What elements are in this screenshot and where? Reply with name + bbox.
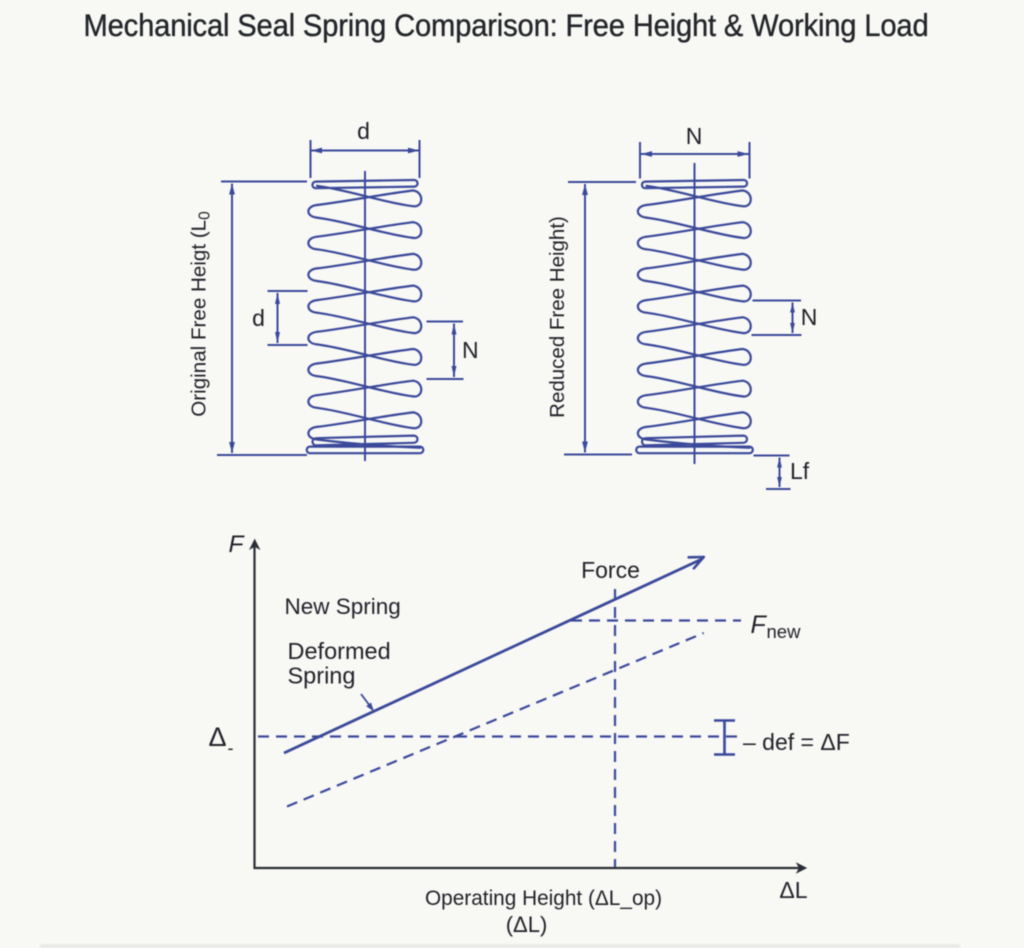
svg-text:– def = ΔF: – def = ΔF: [743, 729, 850, 755]
svg-text:Mechanical Seal Spring Compari: Mechanical Seal Spring Comparison: Free …: [84, 7, 929, 43]
svg-text:F: F: [229, 531, 246, 558]
svg-text:new: new: [767, 621, 802, 642]
svg-text:Force: Force: [581, 557, 640, 583]
svg-text:Operating Height (ΔL_op): Operating Height (ΔL_op): [425, 887, 662, 910]
svg-text:d: d: [357, 118, 370, 144]
svg-text:N: N: [462, 337, 479, 363]
svg-text:-: -: [228, 738, 234, 758]
svg-text:Original Free Heigt (L0: Original Free Heigt (L0: [188, 211, 214, 417]
svg-text:d: d: [252, 305, 265, 331]
svg-text:ΔL: ΔL: [779, 877, 807, 903]
svg-text:Δ: Δ: [209, 722, 227, 752]
svg-text:F: F: [751, 611, 768, 639]
svg-text:N: N: [686, 123, 703, 149]
svg-text:Spring: Spring: [288, 663, 356, 689]
svg-text:Reduced Free Height): Reduced Free Height): [546, 216, 569, 418]
svg-text:(ΔL): (ΔL): [506, 912, 548, 937]
svg-text:Lf: Lf: [790, 458, 810, 484]
svg-text:N: N: [801, 304, 818, 330]
svg-text:Deformed: Deformed: [288, 638, 391, 664]
svg-text:New Spring: New Spring: [285, 594, 401, 619]
